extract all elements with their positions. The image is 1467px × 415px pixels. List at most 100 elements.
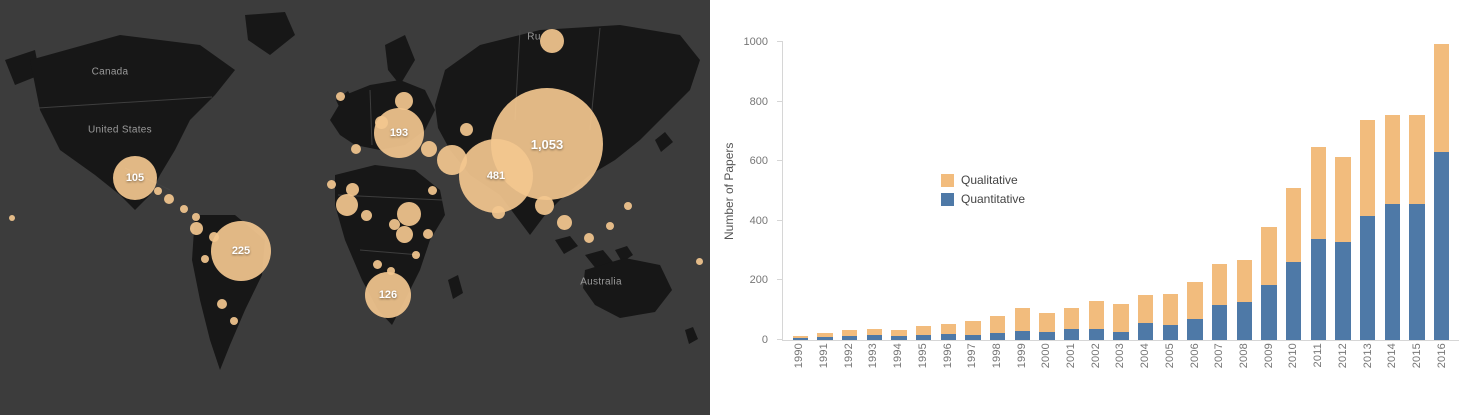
map-bubble[interactable] [230, 317, 238, 325]
segment-qualitative[interactable] [842, 330, 858, 337]
map-bubble[interactable] [9, 215, 15, 221]
segment-qualitative[interactable] [916, 325, 932, 336]
segment-quantitative[interactable] [1286, 261, 1302, 340]
map-bubble[interactable] [345, 182, 359, 196]
bar-2000[interactable] [1039, 312, 1055, 340]
bar-1992[interactable] [842, 330, 858, 340]
segment-qualitative[interactable] [965, 320, 981, 335]
bar-2009[interactable] [1261, 227, 1277, 340]
bar-2003[interactable] [1113, 304, 1129, 340]
segment-quantitative[interactable] [1088, 329, 1105, 340]
segment-qualitative[interactable] [1162, 293, 1179, 326]
bar-2011[interactable] [1310, 146, 1327, 340]
bar-1997[interactable] [965, 320, 981, 340]
segment-quantitative[interactable] [1113, 332, 1129, 340]
segment-quantitative[interactable] [1039, 331, 1055, 340]
bar-2004[interactable] [1138, 295, 1154, 340]
map-bubble[interactable] [556, 214, 572, 230]
map-bubble[interactable] [421, 141, 437, 157]
segment-quantitative[interactable] [1360, 216, 1376, 340]
map-bubble[interactable] [372, 259, 382, 269]
map-bubble[interactable] [695, 257, 703, 265]
bar-2015[interactable] [1409, 115, 1425, 340]
bar-1990[interactable] [792, 336, 808, 340]
segment-quantitative[interactable] [792, 338, 808, 340]
segment-qualitative[interactable] [866, 328, 882, 336]
segment-qualitative[interactable] [1088, 301, 1105, 330]
map-bubble[interactable] [423, 229, 433, 239]
segment-quantitative[interactable] [1310, 238, 1327, 340]
segment-quantitative[interactable] [1384, 203, 1401, 340]
bar-2006[interactable] [1187, 281, 1203, 340]
segment-qualitative[interactable] [1138, 295, 1154, 324]
segment-qualitative[interactable] [1384, 115, 1401, 204]
bar-2013[interactable] [1360, 119, 1376, 340]
segment-quantitative[interactable] [866, 335, 882, 340]
map-bubble[interactable] [360, 209, 372, 221]
segment-quantitative[interactable] [990, 333, 1006, 340]
segment-qualitative[interactable] [1113, 304, 1129, 333]
map-bubble[interactable] [459, 122, 473, 136]
segment-qualitative[interactable] [1286, 188, 1302, 262]
segment-quantitative[interactable] [1335, 241, 1351, 340]
map-bubble-225[interactable]: 225 [211, 221, 271, 281]
segment-qualitative[interactable] [1236, 260, 1253, 303]
map-bubble-193[interactable]: 193 [374, 108, 424, 158]
segment-quantitative[interactable] [817, 337, 833, 340]
map-bubble[interactable] [395, 92, 413, 110]
map-bubble[interactable] [427, 185, 437, 195]
segment-qualitative[interactable] [891, 330, 907, 337]
bar-2001[interactable] [1064, 308, 1080, 340]
map-bubble[interactable] [606, 222, 614, 230]
bar-1995[interactable] [916, 325, 932, 340]
segment-qualitative[interactable] [1064, 308, 1080, 330]
segment-qualitative[interactable] [1409, 115, 1425, 205]
segment-qualitative[interactable] [940, 323, 956, 335]
map-bubble[interactable] [412, 251, 420, 259]
segment-qualitative[interactable] [1335, 156, 1351, 242]
map-bubble[interactable] [217, 299, 227, 309]
map-bubble-481[interactable]: 481 [459, 139, 533, 213]
map-bubble[interactable] [388, 218, 400, 230]
map-bubble[interactable] [192, 213, 200, 221]
segment-quantitative[interactable] [1434, 152, 1450, 340]
legend-item-quantitative[interactable]: Quantitative [941, 192, 1025, 206]
segment-quantitative[interactable] [891, 336, 907, 340]
bar-1998[interactable] [990, 315, 1006, 340]
map-bubble[interactable] [395, 225, 413, 243]
map-bubble[interactable] [624, 202, 632, 210]
segment-qualitative[interactable] [1014, 307, 1031, 332]
segment-quantitative[interactable] [1236, 302, 1253, 340]
map-bubble[interactable] [351, 144, 361, 154]
segment-qualitative[interactable] [1187, 281, 1203, 319]
segment-quantitative[interactable] [1014, 331, 1031, 340]
segment-qualitative[interactable] [1039, 312, 1055, 332]
bar-2010[interactable] [1286, 188, 1302, 340]
map-bubble[interactable] [336, 194, 358, 216]
bar-2005[interactable] [1162, 293, 1179, 340]
segment-qualitative[interactable] [990, 315, 1006, 334]
segment-qualitative[interactable] [817, 333, 833, 338]
bar-1996[interactable] [940, 323, 956, 340]
segment-qualitative[interactable] [1434, 43, 1450, 153]
bar-2008[interactable] [1236, 260, 1253, 340]
bar-2012[interactable] [1335, 156, 1351, 340]
segment-qualitative[interactable] [1310, 146, 1327, 239]
bar-1991[interactable] [817, 333, 833, 340]
map-bubble[interactable] [189, 221, 203, 235]
map-bubble[interactable] [201, 255, 209, 263]
legend-item-qualitative[interactable]: Qualitative [941, 173, 1025, 187]
segment-quantitative[interactable] [1162, 325, 1179, 340]
bar-1999[interactable] [1014, 307, 1031, 340]
segment-qualitative[interactable] [1360, 119, 1376, 217]
segment-quantitative[interactable] [1138, 323, 1154, 340]
bar-1994[interactable] [891, 330, 907, 340]
map-bubble[interactable] [540, 29, 564, 53]
map-bubble[interactable] [164, 194, 174, 204]
bar-2014[interactable] [1384, 115, 1401, 340]
map-bubble[interactable] [326, 179, 336, 189]
map-bubble[interactable] [335, 91, 345, 101]
segment-qualitative[interactable] [1261, 227, 1277, 285]
segment-quantitative[interactable] [1187, 318, 1203, 340]
map-bubble[interactable] [154, 187, 162, 195]
